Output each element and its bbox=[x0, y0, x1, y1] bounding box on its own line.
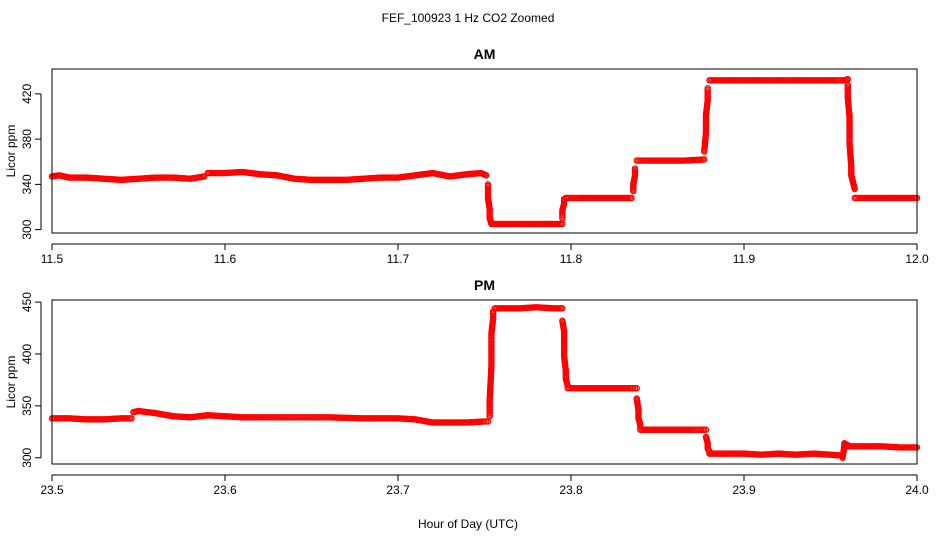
x-tick-label: 23.8 bbox=[559, 483, 583, 497]
data-point bbox=[628, 194, 635, 202]
x-tick-label: 11.7 bbox=[387, 252, 410, 266]
data-point bbox=[701, 156, 708, 163]
y-tick-label: 300 bbox=[20, 447, 34, 467]
x-tick-label: 23.6 bbox=[213, 483, 237, 497]
x-tick-label: 23.9 bbox=[732, 483, 756, 497]
x-tick-label: 24.0 bbox=[905, 483, 929, 497]
data-point bbox=[483, 172, 490, 179]
data-point bbox=[633, 385, 640, 392]
plot-frame bbox=[51, 299, 918, 465]
panel-title: PM bbox=[474, 277, 495, 293]
data-points bbox=[48, 75, 921, 228]
data-point bbox=[128, 415, 135, 422]
y-tick-label: 300 bbox=[20, 219, 34, 239]
y-axis-label: Licor ppm bbox=[4, 125, 18, 178]
y-tick-label: 450 bbox=[20, 292, 34, 312]
am-panel: AM Licor ppm 11.5 11.6 11.7 11.8 11.9 12.0 300 34… bbox=[4, 46, 929, 266]
x-tick-label: 12.0 bbox=[905, 252, 929, 266]
plot-frame bbox=[51, 68, 918, 234]
y-tick-label: 380 bbox=[20, 129, 34, 149]
x-axis-label: Hour of Day (UTC) bbox=[418, 517, 518, 531]
data-point bbox=[559, 305, 566, 312]
data-point bbox=[631, 165, 639, 172]
x-tick-label: 11.6 bbox=[214, 252, 237, 266]
y-tick-label: 350 bbox=[20, 396, 34, 416]
data-point bbox=[851, 185, 858, 193]
x-tick-label: 23.5 bbox=[40, 483, 64, 497]
x-tick-label: 11.9 bbox=[733, 252, 756, 266]
y-tick-label: 420 bbox=[20, 84, 34, 104]
x-tick-label: 23.7 bbox=[386, 483, 410, 497]
data-point bbox=[201, 173, 208, 180]
y-tick-label: 340 bbox=[20, 174, 34, 194]
data-points bbox=[48, 304, 921, 461]
pm-panel: PM Licor ppm 23.5 23.6 23.7 23.8 23.9 24.0 300 35… bbox=[4, 277, 929, 497]
y-axis-label: Licor ppm bbox=[4, 356, 18, 409]
x-tick-label: 11.5 bbox=[41, 252, 64, 266]
data-point bbox=[702, 426, 710, 433]
y-tick-label: 400 bbox=[20, 344, 34, 364]
figure-title: FEF_100923 1 Hz CO2 Zoomed bbox=[382, 11, 555, 25]
data-point bbox=[704, 85, 711, 92]
panel-title: AM bbox=[474, 46, 496, 62]
x-tick-label: 11.8 bbox=[560, 252, 583, 266]
